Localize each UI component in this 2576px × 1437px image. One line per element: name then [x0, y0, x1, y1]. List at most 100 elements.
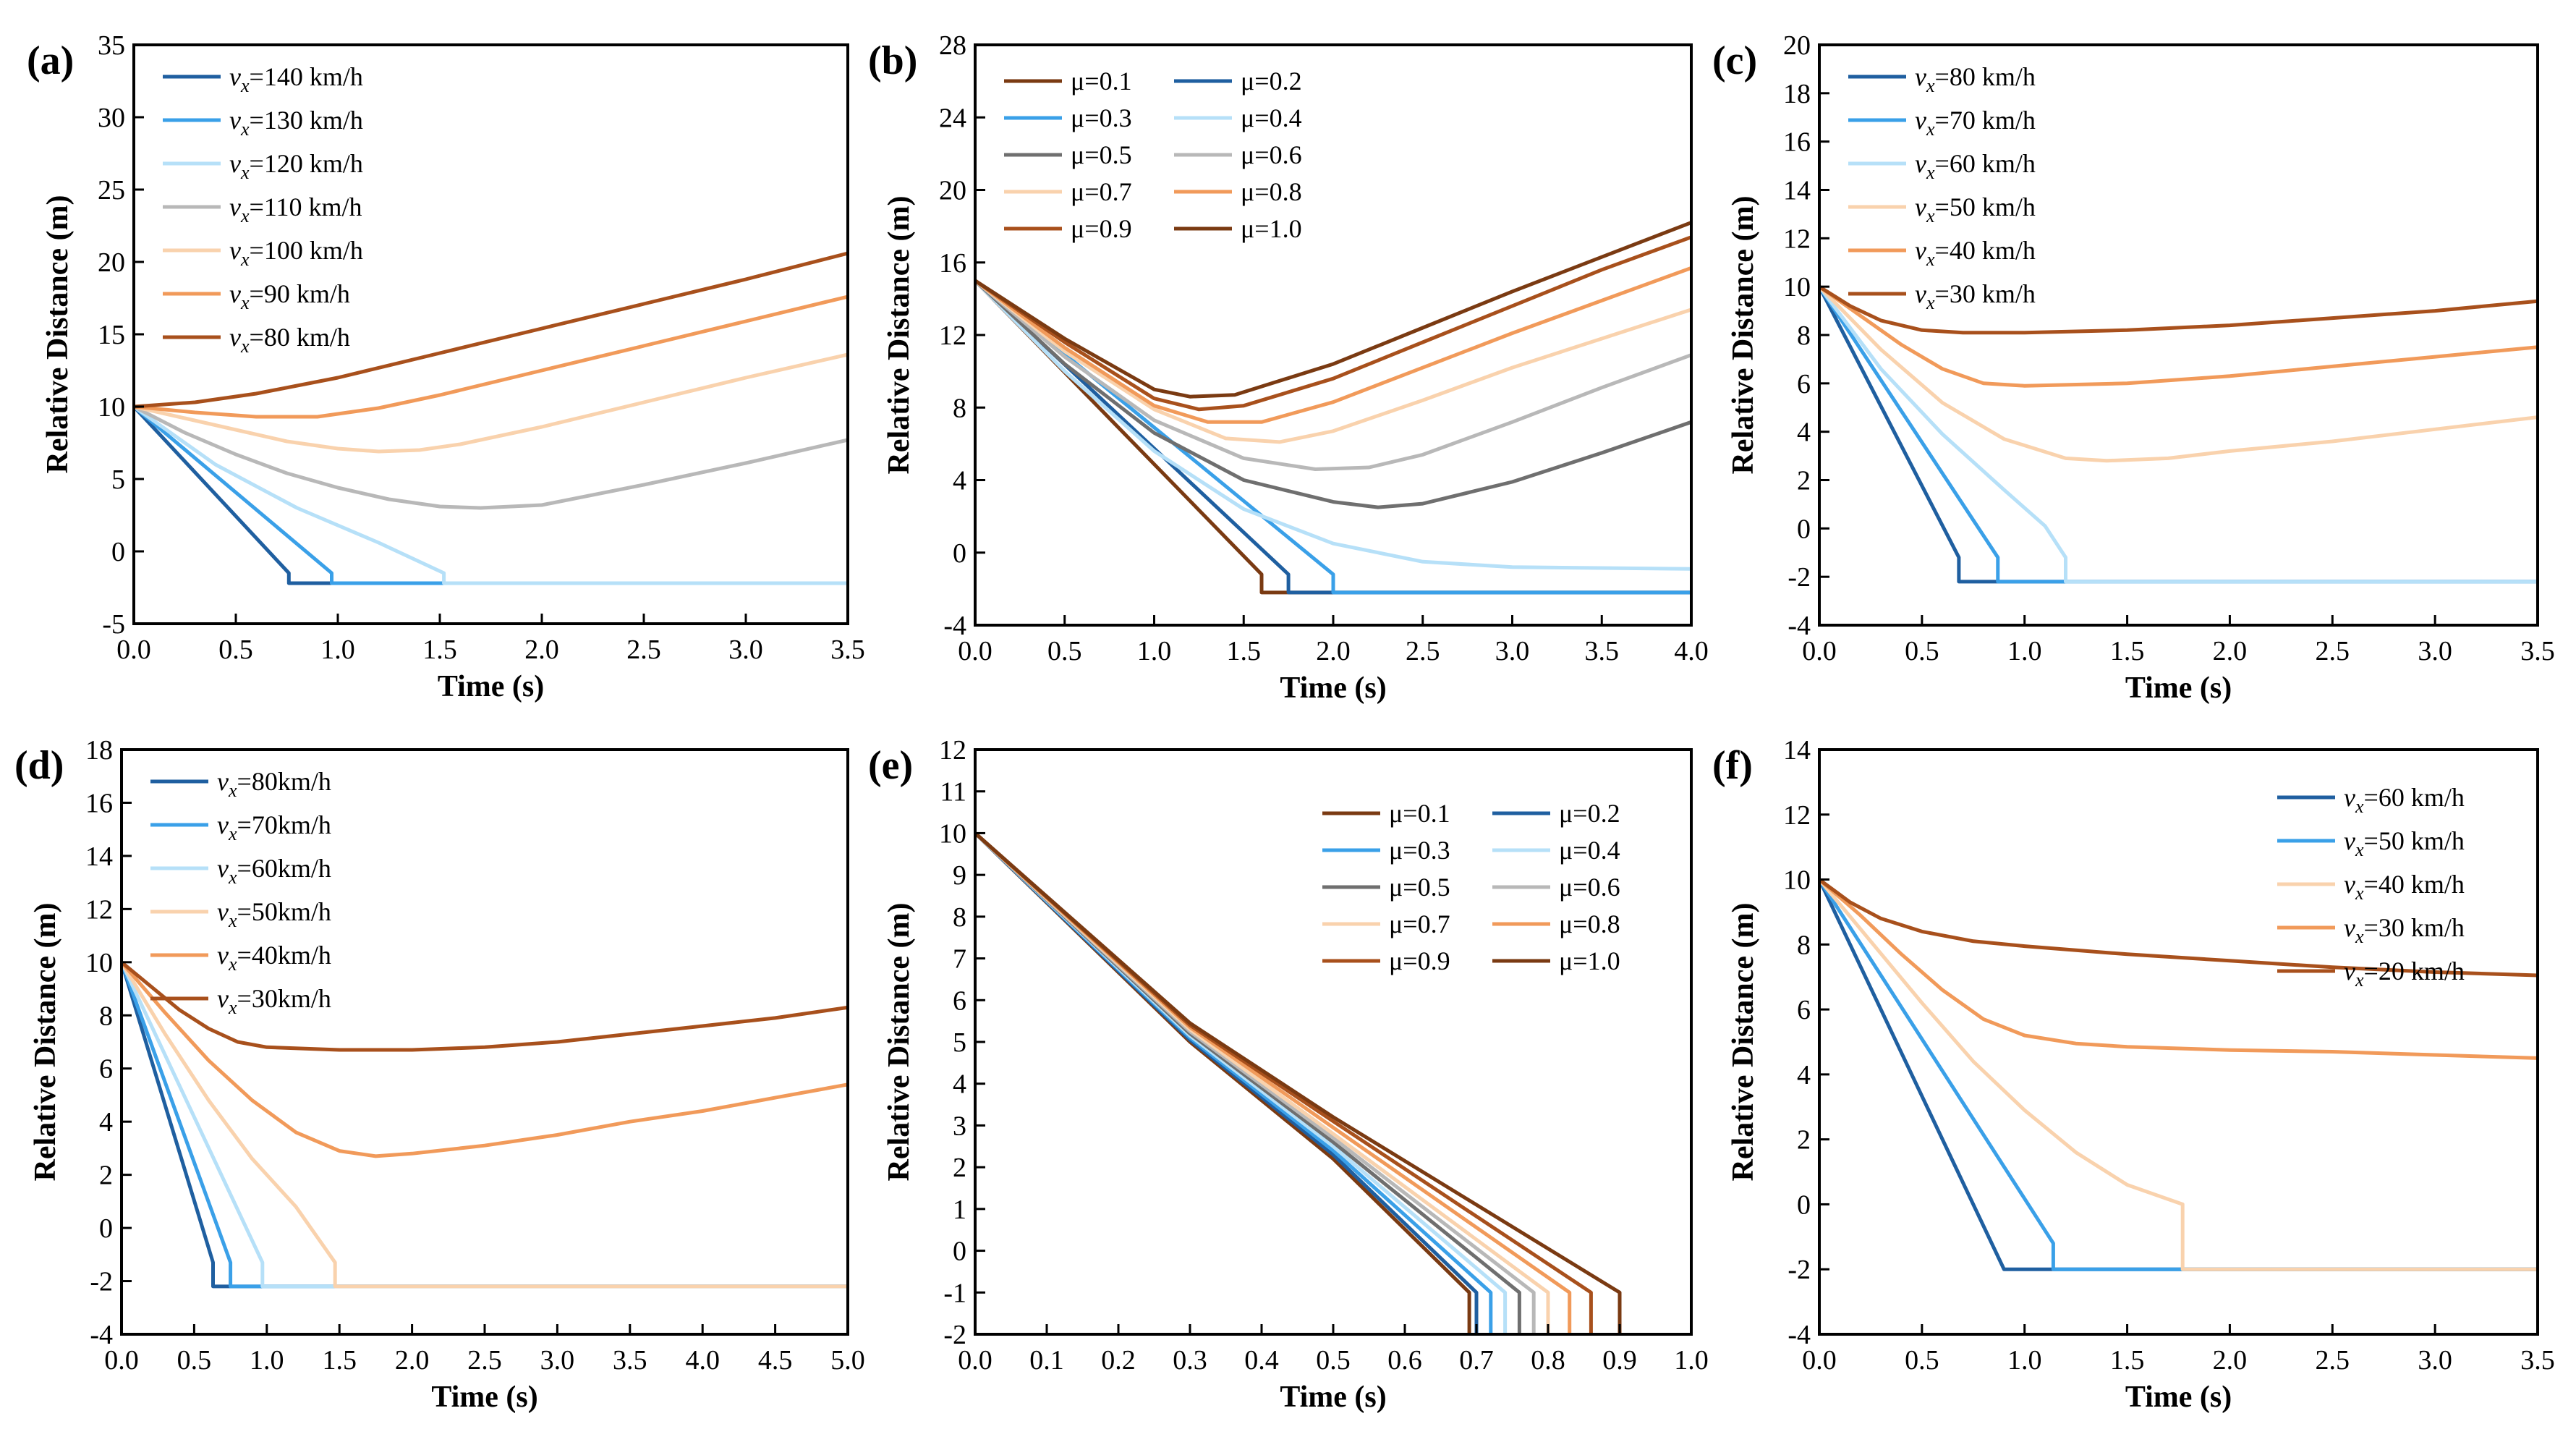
series-line-3: [975, 279, 1691, 595]
y-tick-label: -2: [1788, 562, 1811, 593]
legend-label: vx=130 km/h: [229, 106, 363, 140]
legend-subscript: x: [240, 249, 250, 270]
y-tick-label: 18: [1783, 79, 1811, 109]
plot-frame: [1818, 748, 2539, 1336]
panel-label: (b): [868, 38, 917, 83]
chart-panel-4: 0.0 0.5 1.0 1.5 2.0 2.5 3.0 3.5 4.0 4.5 5.0 -4 -2 0 2 4…: [14, 735, 865, 1414]
legend-label: μ=0.8: [1559, 910, 1620, 938]
y-tick-label: 12: [1783, 800, 1811, 831]
legend-text: μ=0.6: [1559, 873, 1620, 902]
series-lines: [1819, 878, 2538, 1271]
x-tick-label: 0.0: [116, 635, 151, 665]
legend-symbol: v: [1915, 106, 1926, 135]
y-tick-label: 8: [1797, 930, 1811, 960]
legend-label: vx=100 km/h: [229, 236, 363, 270]
legend-text: μ=0.6: [1241, 140, 1302, 169]
y-tick-label: 6: [99, 1054, 113, 1085]
y-tick-label: 9: [953, 860, 966, 891]
legend-symbol: v: [217, 897, 229, 926]
x-tick-label: 3.0: [2418, 1345, 2452, 1375]
series-line-5: [1819, 878, 2538, 978]
legend-label: vx=80 km/h: [1915, 62, 2036, 96]
legend-text: μ=0.2: [1559, 799, 1620, 828]
y-tick-label: 7: [953, 944, 966, 975]
legend-label: μ=0.4: [1241, 103, 1302, 132]
y-tick-label: 3: [953, 1111, 966, 1141]
y-tick-label: 4: [953, 1069, 966, 1100]
series-line-1: [975, 279, 1691, 595]
panel-label: (d): [14, 743, 64, 788]
legend-subscript: x: [1926, 75, 1935, 96]
legend-subscript: x: [2355, 970, 2364, 991]
x-tick-label: 2.5: [2316, 636, 2350, 666]
x-tick-label: 0.3: [1173, 1345, 1207, 1375]
legend-subscript: x: [240, 292, 250, 313]
x-tick-label: 0.0: [1802, 636, 1837, 666]
series-line-2: [134, 404, 848, 585]
series-lines: [975, 831, 1622, 1334]
legend-text: =30km/h: [237, 984, 331, 1013]
x-tick-label: 0.5: [1316, 1345, 1351, 1375]
legend-label: μ=0.7: [1071, 177, 1132, 206]
legend-subscript: x: [1926, 205, 1935, 226]
y-tick-label: 0: [1797, 1190, 1811, 1220]
series-line-7: [134, 251, 848, 409]
y-axis-title: Relative Distance (m): [883, 196, 916, 475]
legend-subscript: x: [1926, 249, 1935, 270]
series-line-10: [975, 221, 1691, 399]
legend-label: vx=140 km/h: [229, 62, 363, 96]
legend-label: vx=70 km/h: [1915, 106, 2036, 140]
legend-subscript: x: [228, 954, 237, 975]
x-tick-label: 3.5: [613, 1345, 647, 1375]
legend-text: =50km/h: [237, 897, 331, 926]
x-tick-label: 3.5: [2520, 636, 2555, 666]
y-tick-label: 6: [953, 985, 966, 1016]
panel-label: (e): [868, 743, 913, 788]
y-tick-label: 14: [1783, 176, 1811, 206]
y-tick-label: 10: [85, 948, 113, 978]
legend-label: μ=1.0: [1241, 214, 1302, 243]
legend-text: =30 km/h: [2364, 913, 2465, 942]
x-tick-label: 0.0: [958, 636, 992, 666]
legend-label: vx=110 km/h: [229, 192, 362, 226]
legend-text: μ=0.1: [1389, 799, 1450, 828]
y-tick-label: 2: [99, 1161, 113, 1191]
y-tick-label: 4: [99, 1107, 113, 1137]
x-tick-label: 2.0: [524, 635, 559, 665]
x-axis-title: Time (s): [438, 670, 544, 703]
series-line-3: [134, 404, 848, 585]
series-line-5: [122, 960, 848, 1158]
legend-text: =80 km/h: [250, 323, 350, 352]
y-tick-label: 0: [1797, 514, 1811, 544]
x-axis-title: Time (s): [2125, 1381, 2232, 1414]
x-tick-label: 0.9: [1602, 1345, 1637, 1375]
legend-label: vx=40km/h: [217, 941, 331, 975]
series-line-3: [1819, 878, 2538, 1271]
x-tick-label: 1.0: [320, 635, 355, 665]
y-tick-label: 25: [98, 175, 125, 205]
y-tick-label: 16: [85, 788, 113, 818]
y-tick-label: 8: [1797, 321, 1811, 351]
legend-text: μ=0.2: [1241, 67, 1302, 96]
x-tick-label: 0.2: [1101, 1345, 1136, 1375]
x-tick-label: 1.5: [322, 1345, 357, 1375]
y-tick-label: 20: [939, 176, 966, 206]
legend-label: vx=50 km/h: [1915, 192, 2036, 226]
legend-subscript: x: [2355, 839, 2364, 860]
y-tick-label: 12: [1783, 224, 1811, 254]
legend-subscript: x: [1926, 162, 1935, 183]
x-tick-label: 0.6: [1387, 1345, 1422, 1375]
legend-symbol: v: [1915, 62, 1926, 91]
legend-text: =70km/h: [237, 810, 331, 839]
series-lines: [1819, 284, 2538, 584]
legend-symbol: v: [217, 941, 229, 970]
legend-label: vx=40 km/h: [2344, 870, 2465, 904]
y-tick-label: -5: [102, 609, 125, 640]
legend-label: vx=50km/h: [217, 897, 331, 931]
y-tick-label: 2: [953, 1153, 966, 1183]
series-line-4: [1819, 284, 2538, 463]
chart-panel-5: 0.0 0.1 0.2 0.3 0.4 0.5 0.6 0.7 0.8 0.9 1.0-2-1012…: [868, 735, 1709, 1414]
legend-symbol: v: [217, 854, 229, 883]
legend-subscript: x: [228, 997, 237, 1018]
legend-label: μ=0.2: [1241, 67, 1302, 96]
